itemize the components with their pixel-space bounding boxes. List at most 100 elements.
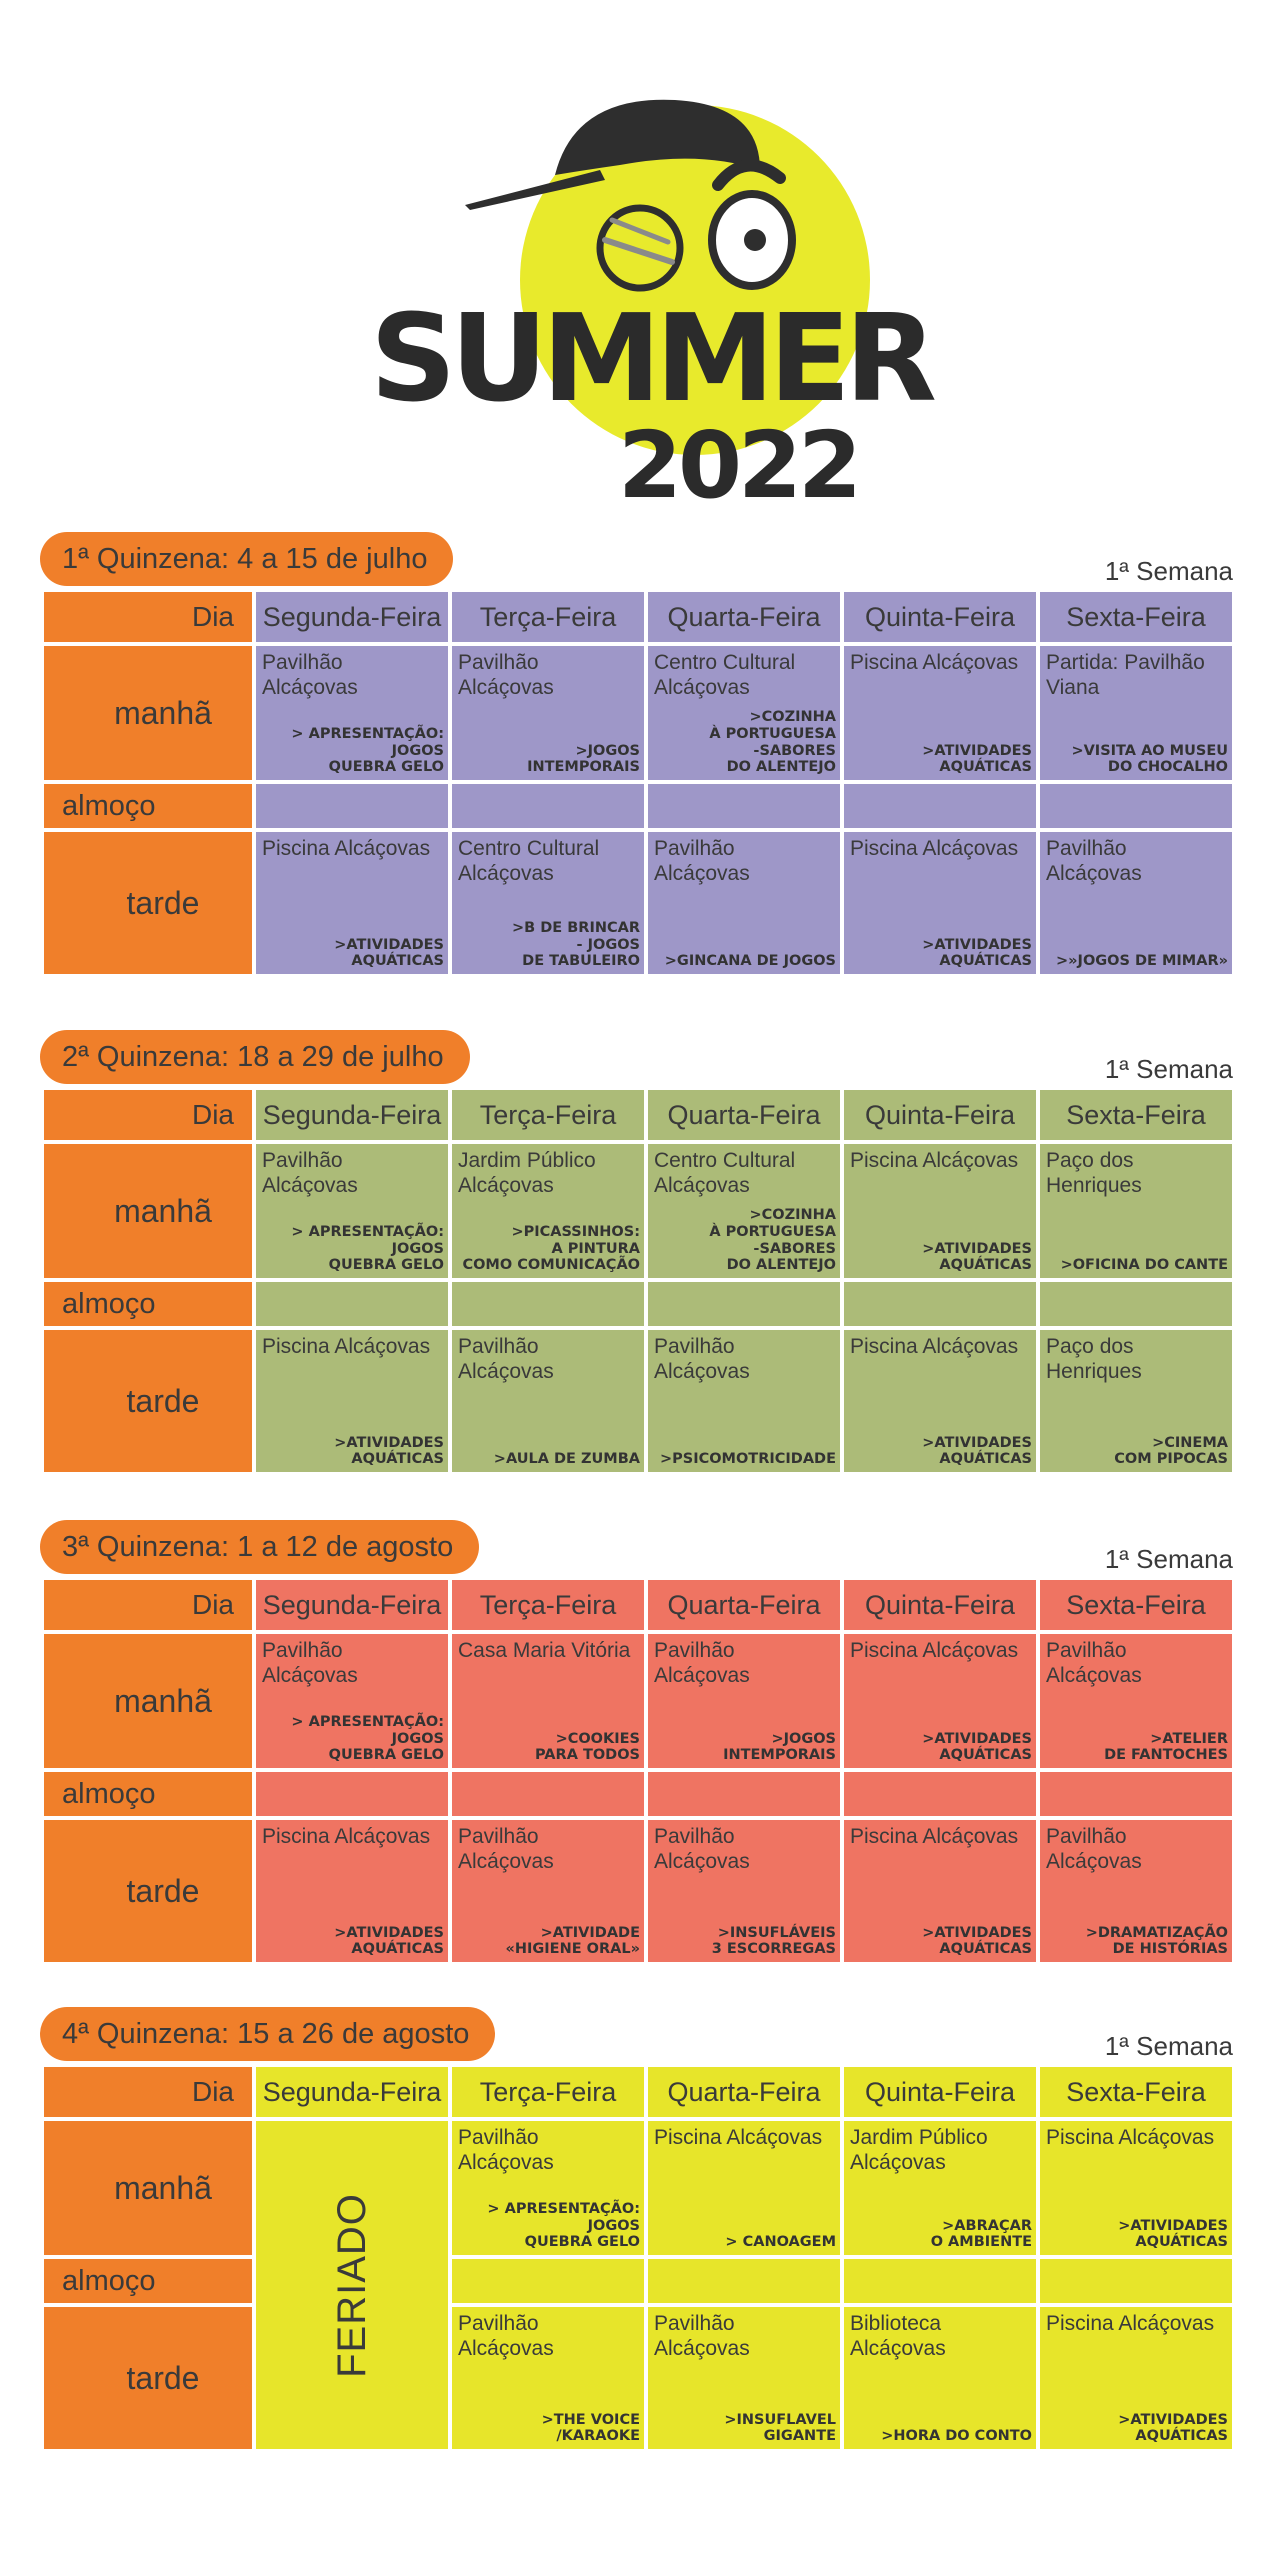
schedule-cell [844, 1772, 1036, 1816]
cell-activity: >ATELIER DE FANTOCHES [1104, 1730, 1228, 1764]
row-label-almoco: almoço [44, 2259, 252, 2303]
week-label: 1ª Semana [1104, 1054, 1233, 1084]
smiley-cap-icon [465, 99, 870, 455]
cell-place: Pavilhão Alcáçovas [1046, 1639, 1142, 1688]
row-label-manha: manhã [44, 1634, 252, 1768]
cell-place: Pavilhão Alcáçovas [1046, 837, 1142, 886]
cell-place: Piscina Alcáçovas [850, 1825, 1019, 1848]
row-label-almoco: almoço [44, 1772, 252, 1816]
quinzena-title: 4ª Quinzena: 15 a 26 de agosto [40, 2007, 496, 2061]
quinzena-title: 1ª Quinzena: 4 a 15 de julho [40, 532, 454, 586]
day-header: Terça-Feira [452, 2067, 644, 2117]
cell-place: Piscina Alcáçovas [262, 1335, 431, 1358]
schedule-cell: Pavilhão Alcáçovas >ATELIER DE FANTOCHES [1040, 1634, 1232, 1768]
cell-place: Pavilhão Alcáçovas [1046, 1825, 1142, 1874]
schedule-cell [452, 1772, 644, 1816]
week-label: 1ª Semana [1104, 1544, 1233, 1574]
day-header: Terça-Feira [452, 592, 644, 642]
week-label: 1ª Semana [1104, 2031, 1233, 2061]
cell-place: Jardim Público Alcáçovas [850, 2126, 988, 2175]
schedule-cell: Pavilhão Alcáçovas > APRESENTAÇÃO: JOGOS … [452, 2121, 644, 2255]
day-label: Dia [44, 2067, 252, 2117]
cell-activity: >ATIVIDADES AQUÁTICAS [1118, 2217, 1228, 2251]
schedule-cell: Jardim Público Alcáçovas >PICASSINHOS: A … [452, 1144, 644, 1278]
cell-activity: >ATIVIDADES AQUÁTICAS [922, 742, 1032, 776]
schedule-cell: Piscina Alcáçovas >ATIVIDADES AQUÁTICAS [844, 1634, 1036, 1768]
cell-place: Pavilhão Alcáçovas [654, 1825, 750, 1874]
schedule-cell: Pavilhão Alcáçovas >DRAMATIZAÇÃO DE HISTÓ… [1040, 1820, 1232, 1962]
schedule-cell: Pavilhão Alcáçovas >INSUFLAVEL GIGANTE [648, 2307, 840, 2449]
schedule-cell [648, 2259, 840, 2303]
schedule-cell: Piscina Alcáçovas >ATIVIDADES AQUÁTICAS [844, 1330, 1036, 1472]
cell-activity: >DRAMATIZAÇÃO DE HISTÓRIAS [1085, 1924, 1228, 1958]
day-header: Quarta-Feira [648, 592, 840, 642]
schedule-cell: Pavilhão Alcáçovas > APRESENTAÇÃO: JOGOS … [256, 1144, 448, 1278]
schedule-cell [1040, 1772, 1232, 1816]
cell-place: Piscina Alcáçovas [850, 1149, 1019, 1172]
row-label-manha: manhã [44, 2121, 252, 2255]
cell-place: Piscina Alcáçovas [654, 2126, 823, 2149]
day-header: Segunda-Feira [256, 1090, 448, 1140]
day-header: Quinta-Feira [844, 2067, 1036, 2117]
cell-activity: > APRESENTAÇÃO: JOGOS QUEBRA GELO [487, 2200, 640, 2251]
schedule-cell [648, 1772, 840, 1816]
schedule-grid: Dia Segunda-Feira Terça-Feira Quarta-Feira Q… [44, 592, 1232, 974]
schedule-cell: Biblioteca Alcáçovas >HORA DO CONTO [844, 2307, 1036, 2449]
schedule-cell [452, 2259, 644, 2303]
schedule-cell: Piscina Alcáçovas >ATIVIDADES AQUÁTICAS [844, 832, 1036, 974]
cell-place: Paço dos Henriques [1046, 1335, 1142, 1384]
schedule-cell: Pavilhão Alcáçovas > APRESENTAÇÃO: JOGOS … [256, 1634, 448, 1768]
cell-activity: >ATIVIDADES AQUÁTICAS [334, 1434, 444, 1468]
schedule-cell: Piscina Alcáçovas >ATIVIDADES AQUÁTICAS [256, 832, 448, 974]
cell-activity: >ATIVIDADES AQUÁTICAS [922, 1434, 1032, 1468]
cell-place: Piscina Alcáçovas [850, 837, 1019, 860]
day-header: Segunda-Feira [256, 2067, 448, 2117]
cell-place: Biblioteca Alcáçovas [850, 2312, 946, 2361]
schedule-cell: Piscina Alcáçovas >ATIVIDADES AQUÁTICAS [844, 1820, 1036, 1962]
schedule-cell: Paço dos Henriques >OFICINA DO CANTE [1040, 1144, 1232, 1278]
schedule-cell: Piscina Alcáçovas >ATIVIDADES AQUÁTICAS [1040, 2121, 1232, 2255]
cell-place: Pavilhão Alcáçovas [458, 2312, 554, 2361]
schedule-cell: Piscina Alcáçovas >ATIVIDADES AQUÁTICAS [256, 1330, 448, 1472]
cell-activity: >OFICINA DO CANTE [1060, 1257, 1228, 1274]
cell-activity: > CANOAGEM [725, 2234, 836, 2251]
cell-activity: >ABRAÇAR O AMBIENTE [930, 2217, 1032, 2251]
schedule-cell: Pavilhão Alcáçovas >JOGOS INTEMPORAIS [452, 646, 644, 780]
day-header: Segunda-Feira [256, 1580, 448, 1630]
cell-place: Centro Cultural Alcáçovas [458, 837, 600, 886]
schedule-cell: Centro Cultural Alcáçovas >COZINHA À PORT… [648, 646, 840, 780]
cell-place: Pavilhão Alcáçovas [458, 2126, 554, 2175]
schedule-cell [256, 784, 448, 828]
schedule-cell: Jardim Público Alcáçovas >ABRAÇAR O AMBIE… [844, 2121, 1036, 2255]
cell-activity: >THE VOICE /KARAOKE [541, 2411, 640, 2445]
schedule-cell: Piscina Alcáçovas >ATIVIDADES AQUÁTICAS [1040, 2307, 1232, 2449]
schedule-cell: Pavilhão Alcáçovas >AULA DE ZUMBA [452, 1330, 644, 1472]
schedule-cell: Pavilhão Alcáçovas >GINCANA DE JOGOS [648, 832, 840, 974]
schedule-cell: Pavilhão Alcáçovas >JOGOS INTEMPORAIS [648, 1634, 840, 1768]
cell-activity: > APRESENTAÇÃO: JOGOS QUEBRA GELO [291, 1713, 444, 1764]
feriado-label: FERIADO [329, 2192, 374, 2378]
cell-activity: > APRESENTAÇÃO: JOGOS QUEBRA GELO [291, 725, 444, 776]
cell-place: Centro Cultural Alcáçovas [654, 651, 796, 700]
day-header: Quinta-Feira [844, 1090, 1036, 1140]
cell-place: Partida: Pavilhão Viana [1046, 651, 1205, 700]
cell-activity: >COZINHA À PORTUGUESA -SABORES DO ALENTE… [709, 709, 836, 776]
schedule-cell: Pavilhão Alcáçovas >INSUFLÁVEIS 3 ESCORRE… [648, 1820, 840, 1962]
day-header: Sexta-Feira [1040, 2067, 1232, 2117]
schedule-cell [648, 784, 840, 828]
schedule-cell [452, 1282, 644, 1326]
day-label: Dia [44, 592, 252, 642]
feriado-cell: FERIADO [256, 2121, 448, 2449]
cell-place: Paço dos Henriques [1046, 1149, 1142, 1198]
cell-activity: >JOGOS INTEMPORAIS [527, 742, 640, 776]
day-header: Sexta-Feira [1040, 1580, 1232, 1630]
cell-place: Pavilhão Alcáçovas [458, 651, 554, 700]
schedule-cell: Centro Cultural Alcáçovas >B DE BRINCAR -… [452, 832, 644, 974]
quinzena-block: 3ª Quinzena: 1 a 12 de agosto 1ª Semana Di… [0, 1520, 1273, 1968]
row-label-almoco: almoço [44, 1282, 252, 1326]
schedule-grid: Dia Segunda-Feira Terça-Feira Quarta-Feira Q… [44, 2067, 1232, 2449]
schedule-cell: Pavilhão Alcáçovas >THE VOICE /KARAOKE [452, 2307, 644, 2449]
cell-place: Piscina Alcáçovas [262, 837, 431, 860]
cell-activity: >GINCANA DE JOGOS [664, 953, 836, 970]
cell-activity: >PSICOMOTRICIDADE [659, 1451, 836, 1468]
